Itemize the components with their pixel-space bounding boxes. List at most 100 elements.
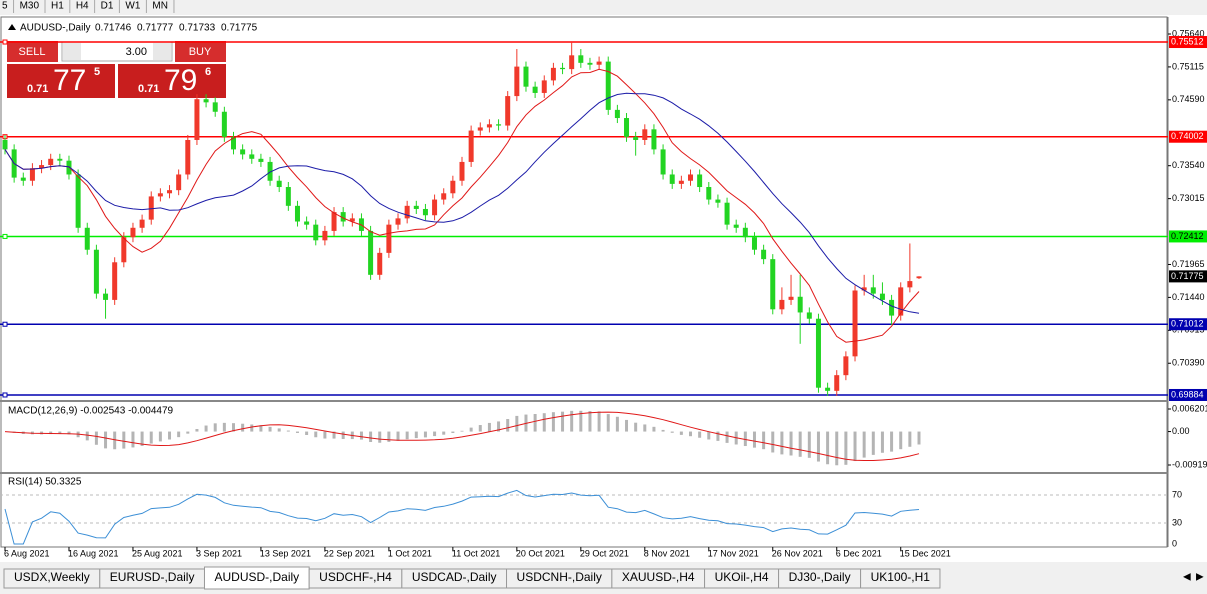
price-big: 0.71 (138, 83, 159, 95)
timeframe-button[interactable]: W1 (125, 1, 140, 12)
y-tick-label: 0.70390 (1172, 358, 1205, 368)
price-pip: 5 (94, 66, 100, 78)
candle-body (697, 174, 703, 188)
candle-body (587, 62, 593, 65)
candle-body (84, 227, 90, 250)
sell-button[interactable] (7, 41, 58, 62)
scroll-right: ▶ (1196, 572, 1204, 583)
macd-signal (4, 411, 920, 461)
fast-ma (4, 68, 920, 343)
candle-body (349, 218, 355, 222)
candle-body (276, 180, 282, 188)
candle-body (486, 124, 492, 128)
sell-price-box[interactable] (7, 64, 115, 98)
level-handle (2, 321, 8, 327)
timeframe-button[interactable]: 5 (2, 1, 8, 12)
y-tick-label: 0.71965 (1172, 259, 1205, 269)
candle-body (806, 312, 812, 319)
tab-label[interactable]: DJ30-,Daily (789, 570, 851, 584)
candle-body (167, 190, 173, 194)
timeframe-button[interactable]: D1 (101, 1, 114, 12)
candle-body (541, 80, 547, 93)
buy-button[interactable] (175, 41, 226, 62)
sell-label: SELL (19, 46, 46, 58)
buy-price-box[interactable] (118, 64, 226, 98)
tab-label[interactable]: AUDUSD-,Daily (214, 570, 299, 584)
x-tick-label: 15 Dec 2021 (900, 548, 951, 558)
x-tick-label: 1 Oct 2021 (388, 548, 432, 558)
candle-body (706, 187, 712, 200)
tab-label[interactable]: USDCHF-,H4 (319, 570, 392, 584)
y-tick-label: 0.73540 (1172, 160, 1205, 170)
x-tick-label: 8 Nov 2021 (644, 548, 690, 558)
candle-body (916, 276, 922, 279)
candle-body (57, 158, 63, 161)
x-tick-label: 29 Oct 2021 (580, 548, 629, 558)
candle-body (614, 109, 620, 119)
timeframe-button[interactable]: H4 (76, 1, 89, 12)
y-tick-label: 0.74590 (1172, 94, 1205, 104)
candle-body (879, 293, 885, 300)
price-main: 77 (53, 64, 86, 97)
timeframe-button[interactable]: MN (152, 1, 168, 12)
candle-body (395, 218, 401, 225)
tab-label[interactable]: EURUSD-,Daily (110, 570, 195, 584)
candle-body (852, 290, 858, 357)
close-label: 0.71775 (221, 23, 258, 34)
tab-label[interactable]: XAUUSD-,H4 (622, 570, 695, 584)
candle-body (751, 237, 757, 250)
tab-label[interactable]: USDCAD-,Daily (412, 570, 497, 584)
y-tick-label: 0.75640 (1172, 28, 1205, 38)
candle-body (304, 221, 310, 225)
tab[interactable] (860, 568, 941, 589)
timeframe-button[interactable]: M30 (20, 1, 40, 12)
x-tick-label: 25 Aug 2021 (132, 548, 183, 558)
candle-body (505, 96, 511, 126)
price-main: 79 (164, 64, 197, 97)
candle-body (386, 224, 392, 253)
volume-up[interactable] (153, 43, 171, 60)
macd-label: MACD(12,26,9) -0.002543 -0.004479 (8, 406, 174, 417)
candle-body (313, 224, 319, 241)
level-label-bg (1169, 388, 1207, 401)
level-label: 0.72412 (1171, 231, 1204, 241)
low-label: 0.71733 (179, 23, 216, 34)
y-tick-label: 0.73015 (1172, 193, 1205, 203)
level-label: 0.69884 (1171, 389, 1204, 399)
candle-body (121, 237, 127, 263)
candle-body (441, 193, 447, 200)
candle-body (870, 287, 876, 294)
candle-body (377, 252, 383, 275)
candle-body (249, 154, 255, 159)
candle-body (404, 205, 410, 219)
y-tick-label: 0.71440 (1172, 292, 1205, 302)
candle-body (368, 230, 374, 275)
candle-body (203, 99, 209, 103)
timeframe-button[interactable]: H1 (51, 1, 64, 12)
volume-down[interactable] (63, 43, 81, 60)
candle-body (788, 296, 794, 300)
macd-tick-label: -0.009191 (1172, 459, 1207, 469)
tab-label[interactable]: UKOil-,H4 (715, 570, 769, 584)
candle-body (843, 356, 849, 376)
tab-label[interactable]: USDCNH-,Daily (517, 570, 602, 584)
price-label-bg (1169, 270, 1207, 283)
level-label-bg (1169, 130, 1207, 143)
tab-label[interactable]: UK100-,H1 (871, 570, 931, 584)
candle-body (733, 224, 739, 228)
x-tick-label: 3 Sep 2021 (196, 548, 242, 558)
candle-body (633, 136, 639, 140)
candle-body (742, 227, 748, 238)
tab-label[interactable]: USDX,Weekly (14, 570, 90, 584)
symbol-label: AUDUSD-,Daily (20, 23, 91, 34)
candle-body (532, 86, 538, 93)
candle-body (569, 55, 575, 70)
y-tick-label: 0.75115 (1172, 61, 1204, 71)
candle-body (605, 61, 611, 110)
candle-body (340, 212, 346, 222)
macd-tick-label: 0.00 (1172, 426, 1190, 436)
candle-body (103, 293, 109, 300)
x-tick-label: 26 Nov 2021 (772, 548, 823, 558)
level-label-bg (1169, 36, 1207, 49)
